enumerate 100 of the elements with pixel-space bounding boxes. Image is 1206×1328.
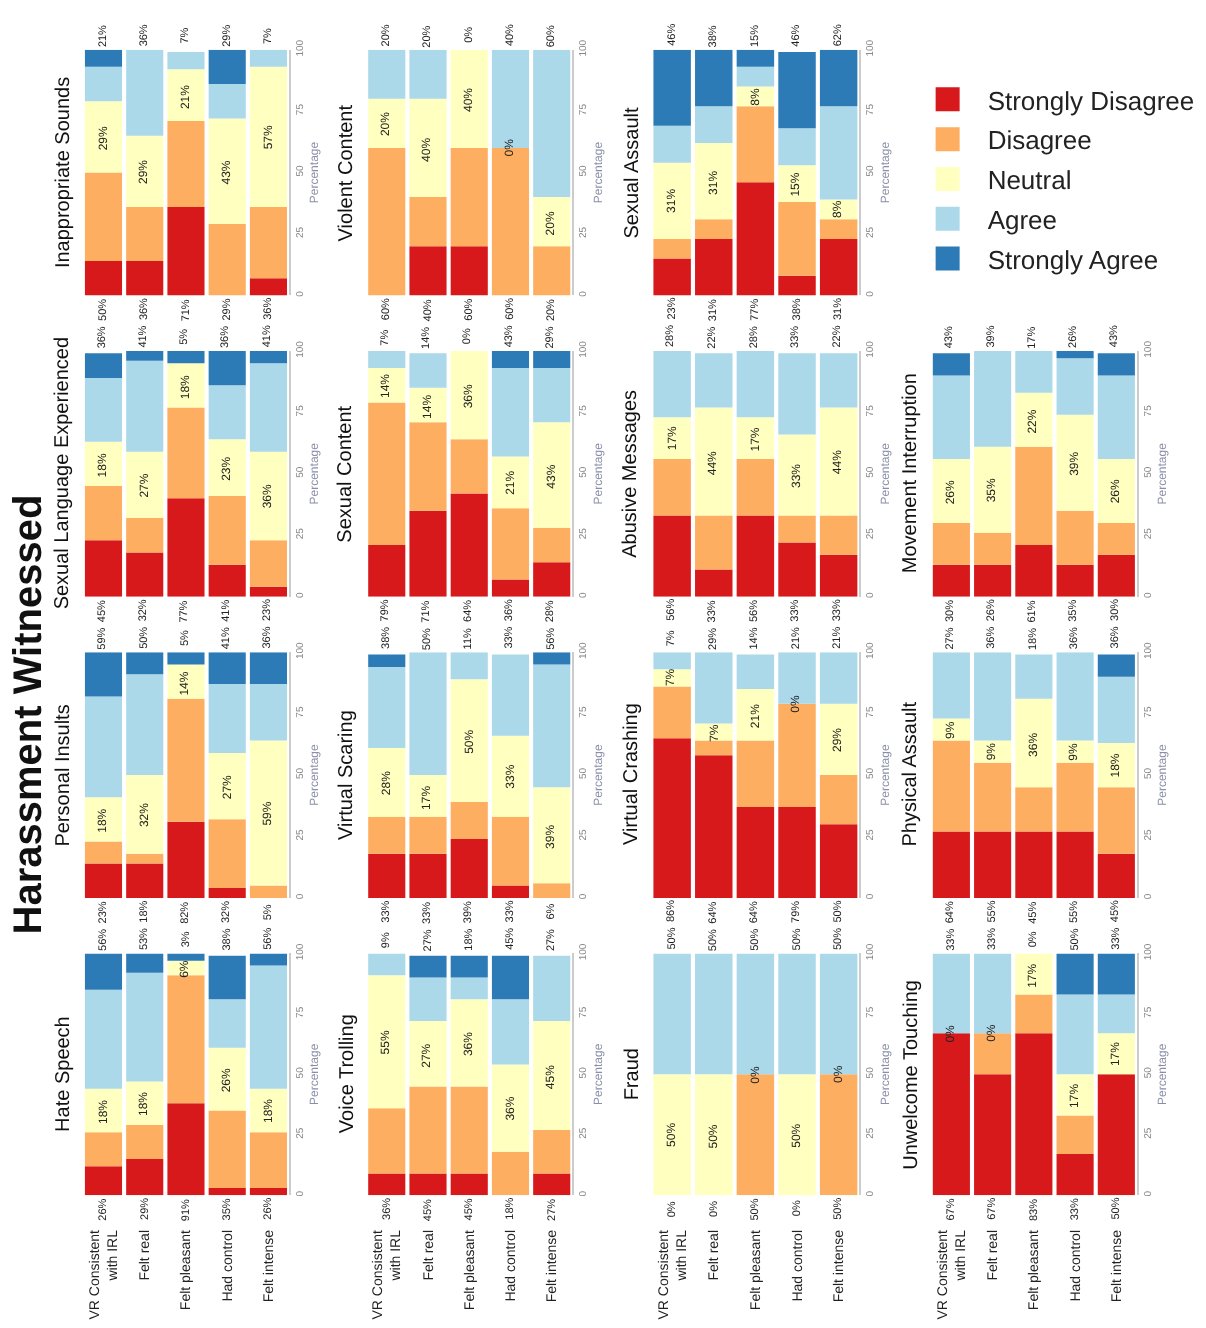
bar xyxy=(84,101,123,173)
text: Virtual Crashing xyxy=(621,703,644,846)
text: Sexual Language Experienced xyxy=(51,336,74,610)
bar xyxy=(491,1151,530,1196)
bar xyxy=(1056,358,1094,415)
bar xyxy=(819,219,858,239)
bar xyxy=(208,224,246,296)
bar xyxy=(409,197,447,247)
bar xyxy=(974,532,1012,565)
bar xyxy=(695,106,733,144)
bar xyxy=(409,977,447,1022)
bar xyxy=(450,1086,488,1174)
bar xyxy=(167,821,205,898)
bar xyxy=(126,518,164,553)
bar xyxy=(84,540,123,597)
bar xyxy=(409,775,447,817)
bar xyxy=(1097,787,1135,854)
bar xyxy=(1015,446,1053,546)
bar xyxy=(533,197,571,247)
bar xyxy=(450,955,488,978)
bar xyxy=(249,684,287,741)
bar xyxy=(491,1064,530,1152)
bar xyxy=(1056,1115,1094,1155)
bar xyxy=(695,569,733,597)
bar xyxy=(450,246,488,296)
bar xyxy=(409,1086,447,1174)
bar xyxy=(819,554,858,597)
bar xyxy=(974,564,1012,597)
bar xyxy=(736,66,775,87)
bar xyxy=(167,363,205,408)
bar xyxy=(932,353,970,376)
bar xyxy=(1056,831,1094,898)
bar xyxy=(819,407,858,516)
bar xyxy=(1015,350,1053,393)
bar xyxy=(695,353,733,408)
bar xyxy=(409,387,447,423)
bar xyxy=(450,350,488,440)
bar xyxy=(368,747,406,817)
bar xyxy=(208,385,246,440)
bar xyxy=(409,1021,447,1087)
bar xyxy=(126,451,164,519)
bar xyxy=(409,49,447,99)
bar xyxy=(932,740,970,832)
bar xyxy=(491,579,530,597)
bar xyxy=(450,802,488,839)
bar xyxy=(450,977,488,1000)
bar xyxy=(736,459,775,516)
bar xyxy=(778,275,816,296)
bar xyxy=(491,885,530,898)
bar xyxy=(368,49,406,99)
bar xyxy=(695,407,733,516)
bar xyxy=(778,165,816,203)
bar xyxy=(932,564,970,597)
bar xyxy=(167,350,205,364)
bar xyxy=(533,350,571,369)
bar xyxy=(249,66,287,207)
bar xyxy=(368,350,406,369)
bar xyxy=(84,989,123,1089)
bar xyxy=(1015,654,1053,699)
bar xyxy=(208,84,246,119)
bar xyxy=(1097,953,1135,995)
bar xyxy=(167,652,205,665)
text: Sexual Assault xyxy=(621,106,644,239)
text: Violent Content xyxy=(336,104,359,242)
bar xyxy=(126,1081,164,1126)
bar xyxy=(409,652,447,776)
bar xyxy=(450,147,488,247)
bar xyxy=(653,652,691,670)
bar xyxy=(208,652,246,685)
bar xyxy=(167,498,205,597)
bar xyxy=(368,853,406,898)
bar xyxy=(736,515,775,597)
text: Sexual Content xyxy=(335,405,358,543)
bar xyxy=(450,493,488,597)
bar xyxy=(208,752,246,820)
bar xyxy=(736,182,775,296)
bar xyxy=(208,1047,246,1111)
bar xyxy=(695,49,733,107)
bar xyxy=(778,52,816,129)
bar xyxy=(778,515,816,543)
bar xyxy=(653,258,691,296)
bar xyxy=(695,219,733,239)
bar xyxy=(167,698,205,822)
bar xyxy=(819,106,858,200)
bar xyxy=(84,1166,123,1196)
bar xyxy=(84,841,123,864)
bar xyxy=(368,654,406,667)
bar xyxy=(450,838,488,898)
bar xyxy=(533,527,571,563)
bar xyxy=(974,1074,1012,1196)
bar xyxy=(409,246,447,296)
text: Personal Insults xyxy=(52,704,75,847)
bar xyxy=(695,515,733,570)
bar xyxy=(167,975,205,1104)
bar xyxy=(208,564,246,597)
bar xyxy=(208,955,246,1000)
bar xyxy=(695,238,733,296)
bar xyxy=(208,888,246,898)
bar xyxy=(1097,554,1135,597)
bar xyxy=(84,953,123,990)
